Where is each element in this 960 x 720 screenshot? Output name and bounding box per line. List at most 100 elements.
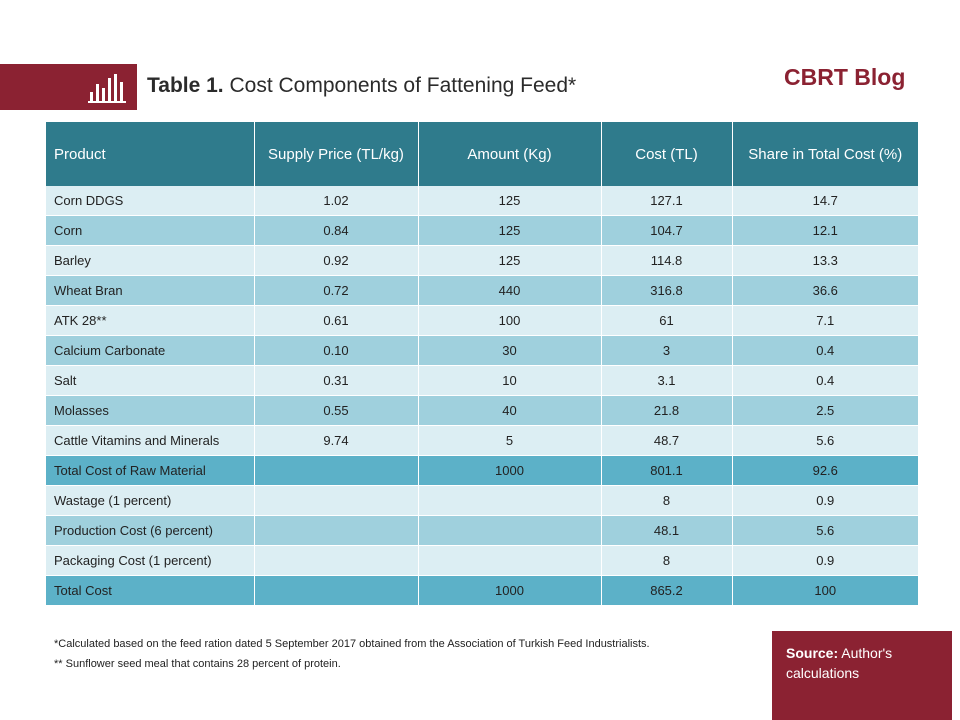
table-cell: Barley — [46, 245, 255, 276]
title-label: Table 1. — [147, 74, 224, 97]
footnote-1: *Calculated based on the feed ration dat… — [54, 638, 650, 650]
table-cell: 10 — [418, 365, 602, 396]
table-cell — [418, 515, 602, 546]
table-cell: 9.74 — [254, 425, 419, 456]
table-cell: 127.1 — [601, 186, 733, 216]
table-cell: 0.10 — [254, 335, 419, 366]
table-cell: 48.1 — [601, 515, 733, 546]
bar-chart-icon — [88, 74, 126, 103]
table-cell: 13.3 — [732, 245, 918, 276]
table-row: Packaging Cost (1 percent) 8 0.9 — [46, 545, 918, 576]
table-cell: Cattle Vitamins and Minerals — [46, 425, 255, 456]
table-cell: Production Cost (6 percent) — [46, 515, 255, 546]
table-cell: 3 — [601, 335, 733, 366]
table-row: ATK 28** 0.61 100 61 7.1 — [46, 305, 918, 336]
table-cell: 865.2 — [601, 575, 733, 606]
table-cell: 0.84 — [254, 215, 419, 246]
table-row: Salt 0.31 10 3.1 0.4 — [46, 365, 918, 396]
table-cell: 0.4 — [732, 335, 918, 366]
column-header-supply-price: Supply Price (TL/kg) — [254, 122, 419, 186]
table-cell: ATK 28** — [46, 305, 255, 336]
column-header-product: Product — [46, 122, 255, 186]
page-title: Table 1. Cost Components of Fattening Fe… — [147, 74, 576, 98]
table-cell: Molasses — [46, 395, 255, 426]
table-cell: Corn DDGS — [46, 186, 255, 216]
table-cell: 0.72 — [254, 275, 419, 306]
brand-logo: CBRT Blog — [784, 64, 906, 90]
table-cell — [254, 455, 419, 486]
table-row: Wheat Bran 0.72 440 316.8 36.6 — [46, 275, 918, 306]
table-header-row: Product Supply Price (TL/kg) Amount (Kg)… — [46, 122, 918, 186]
table-cell: 125 — [418, 186, 602, 216]
table-cell: 5 — [418, 425, 602, 456]
table-cell: Wastage (1 percent) — [46, 485, 255, 516]
table-cell: 7.1 — [732, 305, 918, 336]
table-cell: 5.6 — [732, 515, 918, 546]
table-cell: Wheat Bran — [46, 275, 255, 306]
table-cell: 8 — [601, 485, 733, 516]
table-cell: 40 — [418, 395, 602, 426]
source-text: Author's calculations — [786, 645, 893, 681]
table-cell: 0.92 — [254, 245, 419, 276]
table-cell: 0.55 — [254, 395, 419, 426]
table-cell: Total Cost — [46, 575, 255, 606]
table-cell — [418, 545, 602, 576]
table-row: Calcium Carbonate 0.10 30 3 0.4 — [46, 335, 918, 366]
source-label: Source: — [786, 645, 839, 661]
table-cell: 1000 — [418, 455, 602, 486]
table-cell: 104.7 — [601, 215, 733, 246]
table-cell: 0.9 — [732, 545, 918, 576]
table-row: Production Cost (6 percent) 48.1 5.6 — [46, 515, 918, 546]
table-cell: 36.6 — [732, 275, 918, 306]
column-header-amount: Amount (Kg) — [418, 122, 602, 186]
table-cell: 92.6 — [732, 455, 918, 486]
table-cell: 0.4 — [732, 365, 918, 396]
table-cell: Corn — [46, 215, 255, 246]
column-header-cost: Cost (TL) — [601, 122, 733, 186]
table-row: Barley 0.92 125 114.8 13.3 — [46, 245, 918, 276]
table-cell: Total Cost of Raw Material — [46, 455, 255, 486]
table-cell — [254, 575, 419, 606]
column-header-share: Share in Total Cost (%) — [732, 122, 918, 186]
table-cell: Calcium Carbonate — [46, 335, 255, 366]
table-cell: 801.1 — [601, 455, 733, 486]
table-cell — [254, 545, 419, 576]
title-text: Cost Components of Fattening Feed* — [229, 74, 577, 97]
table-cell: 0.9 — [732, 485, 918, 516]
table-cell: 100 — [418, 305, 602, 336]
table-cell: 21.8 — [601, 395, 733, 426]
table-cell: 1000 — [418, 575, 602, 606]
table-cell: 440 — [418, 275, 602, 306]
table-cell: 12.1 — [732, 215, 918, 246]
table-cell: 30 — [418, 335, 602, 366]
source-box: Source: Author's calculations — [772, 631, 952, 720]
table-cell: 114.8 — [601, 245, 733, 276]
table-row: Wastage (1 percent) 8 0.9 — [46, 485, 918, 516]
table-cell: 125 — [418, 215, 602, 246]
table-cell: Packaging Cost (1 percent) — [46, 545, 255, 576]
table-cell: 48.7 — [601, 425, 733, 456]
table-row: Cattle Vitamins and Minerals 9.74 5 48.7 5.6 — [46, 425, 918, 456]
table-cell: 316.8 — [601, 275, 733, 306]
table-cell: 0.61 — [254, 305, 419, 336]
table-cell: 14.7 — [732, 186, 918, 216]
cost-table: Product Supply Price (TL/kg) Amount (Kg)… — [46, 122, 918, 606]
table-cell: Salt — [46, 365, 255, 396]
table-row: Total Cost 1000 865.2 100 — [46, 575, 918, 606]
table-row: Molasses 0.55 40 21.8 2.5 — [46, 395, 918, 426]
table-cell: 61 — [601, 305, 733, 336]
table-cell: 100 — [732, 575, 918, 606]
table-cell: 2.5 — [732, 395, 918, 426]
table-cell: 8 — [601, 545, 733, 576]
table-cell: 3.1 — [601, 365, 733, 396]
table-row: Corn DDGS 1.02 125 127.1 14.7 — [46, 186, 918, 216]
table-row: Corn 0.84 125 104.7 12.1 — [46, 215, 918, 246]
table-cell: 5.6 — [732, 425, 918, 456]
footnote-2: ** Sunflower seed meal that contains 28 … — [54, 658, 341, 670]
footnotes: *Calculated based on the feed ration dat… — [54, 634, 650, 674]
table-cell: 1.02 — [254, 186, 419, 216]
table-cell — [254, 485, 419, 516]
table-row: Total Cost of Raw Material 1000 801.1 92.6 — [46, 455, 918, 486]
table-cell — [254, 515, 419, 546]
table-cell: 0.31 — [254, 365, 419, 396]
